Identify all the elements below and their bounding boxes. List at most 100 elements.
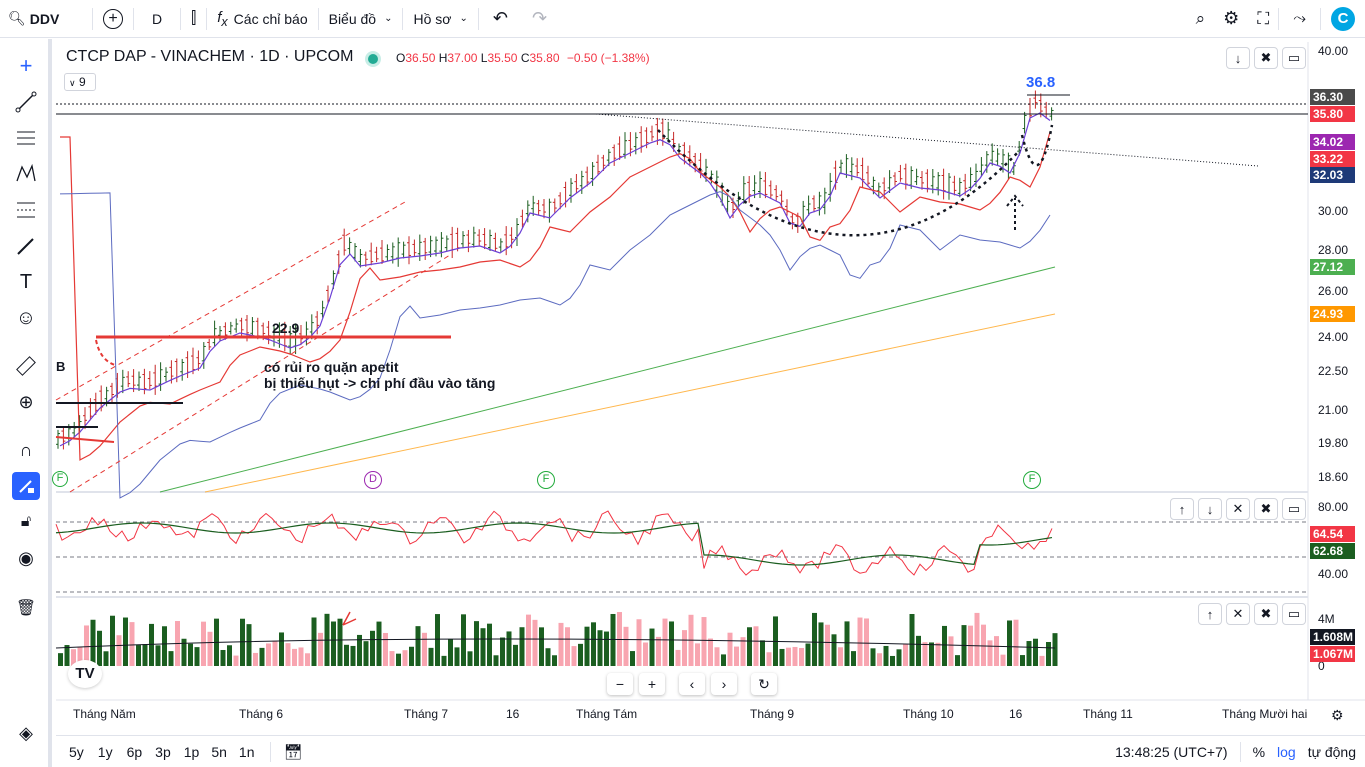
settings-button[interactable]: ⚙ [1214,0,1248,38]
volume-bar [545,648,551,666]
magnet-tool[interactable]: ∩ [12,436,40,464]
event-marker[interactable]: F [1023,471,1041,489]
indicator-collapse-button[interactable]: ∨ 9 [64,73,96,91]
compare-symbol-button[interactable]: + [93,0,133,38]
quick-search-button[interactable]: ⌕ [1187,0,1215,38]
rsi-maximize-button[interactable]: ▭ [1282,498,1306,520]
pattern-tool[interactable] [12,160,40,188]
tradingview-logo[interactable]: TV [68,660,102,688]
volume-bar [656,636,661,666]
maximize-pane-button[interactable]: ▭ [1282,47,1306,69]
projection-icon [17,202,35,218]
bar-style-button[interactable]: ⫿ [181,0,206,38]
rsi-move-down-button[interactable]: ↓ [1198,498,1222,520]
volume-bar [363,641,369,666]
divider [1239,741,1241,762]
price-tag: 36.30 [1310,89,1355,105]
range-6p[interactable]: 6p [126,743,143,760]
log-toggle[interactable]: log [1277,743,1296,760]
volume-bar [331,621,336,666]
goto-date-button[interactable]: 📅︎ [283,743,302,761]
rsi-tag: 64.54 [1310,526,1355,542]
volume-bar [64,645,70,666]
volume-bar [84,625,89,666]
indicators-button[interactable]: fx Các chỉ báo [207,0,317,38]
maximize-icon: ▭ [1287,501,1301,516]
chevron-icon: ∨ [69,78,76,88]
fib-tool[interactable] [12,124,40,152]
volume-bar [1026,641,1032,666]
zoom-tool[interactable]: ⊕ [12,388,40,416]
auto-scale-toggle[interactable]: tự động [1307,743,1356,760]
volume-bar [246,624,252,666]
move-pane-down-button[interactable]: ↓ [1226,47,1250,69]
high-annotation: 36.8 [1026,74,1056,91]
divider [133,7,134,30]
event-marker[interactable]: F [537,471,555,489]
range-3p[interactable]: 3p [155,743,171,760]
profile-button[interactable]: Hồ sơ ⌄ [403,0,477,38]
projection-tool[interactable] [12,196,40,224]
left-label: B [56,359,66,374]
collapse-pane-button[interactable]: ✖︎ [1254,47,1278,69]
scroll-left-button[interactable]: ‹ [679,673,705,695]
trend-line-tool[interactable] [12,88,40,116]
undo-icon: ↶ [492,8,508,28]
price-axis-label: 30.00 [1318,204,1349,218]
candles-icon: ⫿ [191,9,197,27]
interval-button[interactable]: D [134,0,180,38]
vol-maximize-button[interactable]: ▭ [1282,603,1306,625]
volume-bar [1052,633,1058,666]
brush-tool[interactable] [12,232,40,260]
range-5y[interactable]: 5y [69,743,84,760]
logo-icon: C [1331,6,1355,31]
vol-move-up-button[interactable]: ↑ [1198,603,1222,625]
zoom-in-button[interactable]: + [639,673,665,695]
event-marker[interactable]: F [52,471,68,487]
rsi-close-button[interactable]: ✕ [1226,498,1250,520]
volume-bar [610,613,616,666]
vol-close-button[interactable]: ✕ [1226,603,1250,625]
range-5n[interactable]: 5n [211,743,227,760]
remove-drawings-tool[interactable]: 🗑︎ [12,594,40,622]
range-1p[interactable]: 1p [183,743,200,760]
fullscreen-button[interactable]: ⛶ [1248,0,1278,38]
crosshair-tool[interactable]: + [12,52,40,80]
brand-logo[interactable]: C [1321,0,1365,38]
zoom-out-button[interactable]: − [607,673,633,695]
symbol-search[interactable]: 🔍︎ DDV [0,0,92,38]
object-tree-tool[interactable]: ◈ [12,719,40,747]
text-tool[interactable]: T [12,268,40,296]
undo-button[interactable]: ↶ [479,0,522,38]
volume-bar [181,638,187,666]
volume-bar [883,645,889,666]
divider [1320,7,1321,30]
volume-bar [493,655,499,666]
share-button[interactable]: ⤳ [1279,0,1320,38]
time-axis-settings-button[interactable]: ⚙ [1331,707,1344,724]
emoji-tool[interactable]: ☺︎ [12,304,40,332]
scroll-right-button[interactable]: › [711,673,737,695]
keep-drawing-tool[interactable] [12,472,40,500]
lock-tool[interactable]: 🔓︎ [12,508,40,536]
redo-button[interactable]: ↷ [522,0,557,38]
measure-tool[interactable] [12,352,40,380]
price-tag: 33.22 [1310,151,1355,167]
volume-bar [110,615,115,666]
volume-bar [623,626,629,666]
volume-bar [799,647,804,666]
range-1y[interactable]: 1y [97,743,113,760]
percent-toggle[interactable]: % [1252,743,1266,760]
vol-collapse-button[interactable]: ✖︎ [1254,603,1278,625]
clock-text[interactable]: 13:48:25 (UTC+7) [1115,743,1228,760]
range-1n[interactable]: 1n [238,743,255,760]
chevron-right-icon: › [721,676,727,692]
reset-chart-button[interactable]: ↻ [751,673,777,695]
chart-layout-button[interactable]: Biểu đồ ⌄ [319,0,403,38]
visibility-tool[interactable]: ◉ [12,544,40,572]
rsi-move-up-button[interactable]: ↑ [1170,498,1194,520]
dividend-marker[interactable]: D [364,471,382,489]
high-value: 37.00 [447,51,478,65]
rsi-collapse-button[interactable]: ✖︎ [1254,498,1278,520]
